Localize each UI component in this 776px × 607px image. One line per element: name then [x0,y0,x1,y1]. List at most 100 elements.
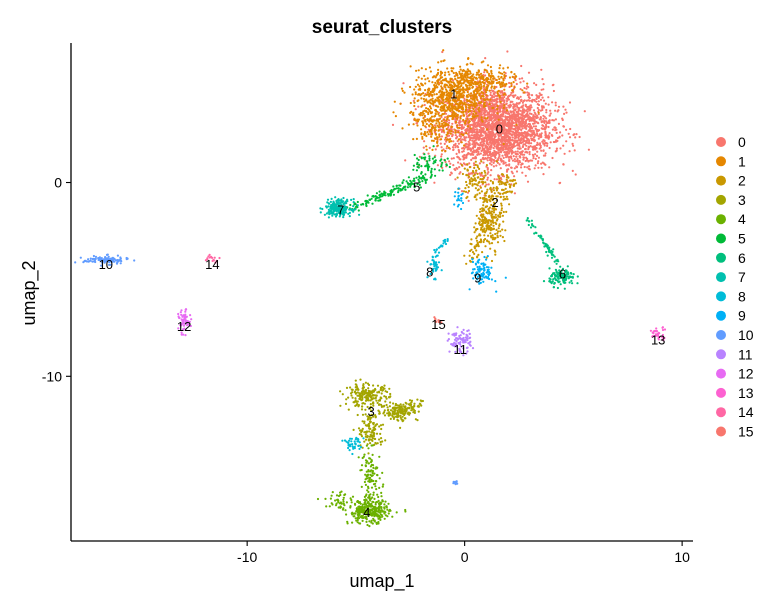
data-point [479,101,482,104]
data-point [539,136,542,139]
data-point [521,89,524,92]
data-point [546,144,549,147]
data-point [465,85,468,88]
data-point [473,166,476,169]
data-point [375,423,378,426]
data-point [491,152,494,155]
data-point [489,74,492,77]
data-point [491,102,494,105]
data-point [360,433,363,436]
data-point [517,113,520,116]
data-point [386,412,389,415]
data-point [433,85,436,88]
data-point [478,131,481,134]
data-point [508,163,511,166]
data-point [377,502,380,505]
data-point [527,146,530,149]
data-point [452,140,455,143]
data-point [458,106,461,109]
data-point [514,135,517,138]
data-point [518,134,521,137]
data-point [499,100,502,103]
data-point [496,236,499,239]
data-point [449,173,452,177]
data-point [510,152,513,155]
data-point [450,105,453,108]
data-point [400,411,403,414]
data-point [441,106,444,109]
data-point [495,178,499,181]
data-point [494,91,497,94]
data-point [473,136,476,139]
data-point [480,137,483,141]
data-point [533,122,536,125]
data-point [526,91,529,94]
data-point [520,114,523,117]
data-point [473,115,476,118]
data-point [476,235,479,238]
data-point [438,118,441,121]
data-point [362,389,365,392]
data-point [364,413,367,416]
data-point [451,109,454,112]
data-point [489,131,492,134]
data-point [489,247,492,250]
data-point [536,132,539,135]
data-point [463,156,466,159]
data-point [475,117,478,120]
data-point [479,218,482,221]
data-point [543,115,546,118]
data-point [366,477,369,480]
data-point [482,215,485,218]
data-point [468,142,471,145]
data-point [361,503,365,506]
data-point [494,250,497,253]
data-point [465,128,468,131]
data-point [571,142,574,145]
data-point [440,96,443,99]
data-point [483,234,486,237]
data-point [430,102,433,105]
data-point [365,461,368,464]
data-point [523,153,526,156]
data-point [430,139,434,142]
data-point [454,77,457,80]
data-point [488,206,491,209]
data-point [379,396,382,399]
data-point [482,100,485,103]
data-point [453,100,456,103]
data-point [493,209,496,212]
data-point [495,219,498,222]
data-point [391,410,394,413]
data-point [465,132,468,135]
data-point [468,143,471,147]
data-point [488,242,491,245]
data-point [364,503,367,506]
data-point [483,169,486,173]
data-point [376,493,379,496]
data-point [490,203,493,207]
data-point [383,503,386,506]
data-point [454,88,457,91]
data-point [540,166,543,169]
data-point [344,402,348,405]
data-point [478,240,481,244]
data-point [483,68,486,71]
data-point [381,485,384,488]
data-point [484,185,487,188]
data-point [479,223,482,227]
data-point [497,138,501,141]
data-point [499,113,502,117]
data-point [493,145,496,148]
data-point [462,110,465,114]
data-point [371,394,374,397]
data-point [359,398,362,401]
data-point [409,111,412,114]
data-point [423,74,426,77]
data-point [369,405,372,408]
data-point [370,519,373,522]
data-point [444,138,447,141]
data-point [496,104,499,108]
data-point [454,115,457,118]
data-point [413,117,416,120]
